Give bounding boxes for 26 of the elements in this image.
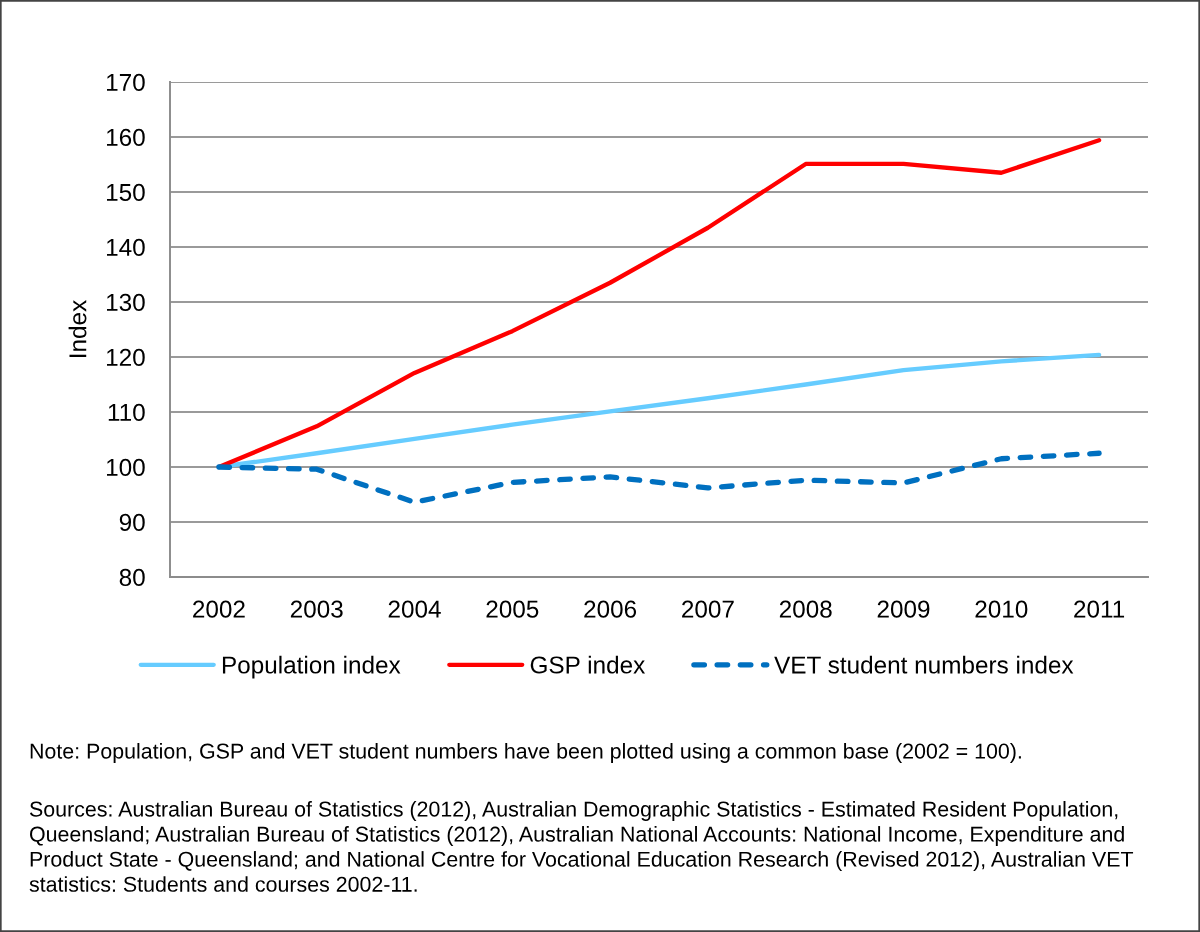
y-tick-label: 120 <box>107 348 145 367</box>
y-tick-label: 150 <box>107 183 145 202</box>
y-axis-title: Index <box>68 300 87 357</box>
x-tick-label: 2007 <box>682 600 734 618</box>
y-tick-label: 170 <box>107 73 145 92</box>
x-tick-label: 2003 <box>290 600 343 618</box>
x-tick-label: 2004 <box>388 600 441 618</box>
x-tick-label: 2008 <box>779 600 832 618</box>
y-tick-label: 80 <box>119 568 145 587</box>
text: Note: Population, GSP and VET student numbers have been plotted using a common base (2002 = 100). <box>30 743 1021 763</box>
legend-label: VET student numbers index <box>774 655 1074 674</box>
x-tick-label: 2005 <box>486 600 539 618</box>
x-tick-label: 2006 <box>584 600 637 618</box>
legend-label: Population index <box>222 655 401 679</box>
legend-label: GSP index <box>530 655 646 674</box>
x-tick-label: 2010 <box>975 600 1028 618</box>
x-tick-label: 2011 <box>1074 600 1125 618</box>
y-tick-label: 90 <box>119 513 145 532</box>
source-note: Sources: Australian Bureau of Statistics (2012), Australian Demographic Statistics - Estimated Resident Population, Queensland; Australian Bureau of Statistics (2012), Australian National Accounts: National Income, Expenditure and Product State - Queensland; and National Centre for Vocational Education Research (Revised 2012), Australian VET statistics: Students and courses 2002-11. <box>29 801 1134 892</box>
x-tick-label: 2002 <box>193 600 245 618</box>
y-tick-label: 110 <box>108 403 145 422</box>
y-tick-label: 100 <box>107 458 145 477</box>
x-tick-label: 2009 <box>877 600 930 618</box>
y-tick-label: 160 <box>107 128 145 147</box>
y-tick-label: 140 <box>107 238 145 257</box>
y-tick-label: 130 <box>107 293 145 312</box>
